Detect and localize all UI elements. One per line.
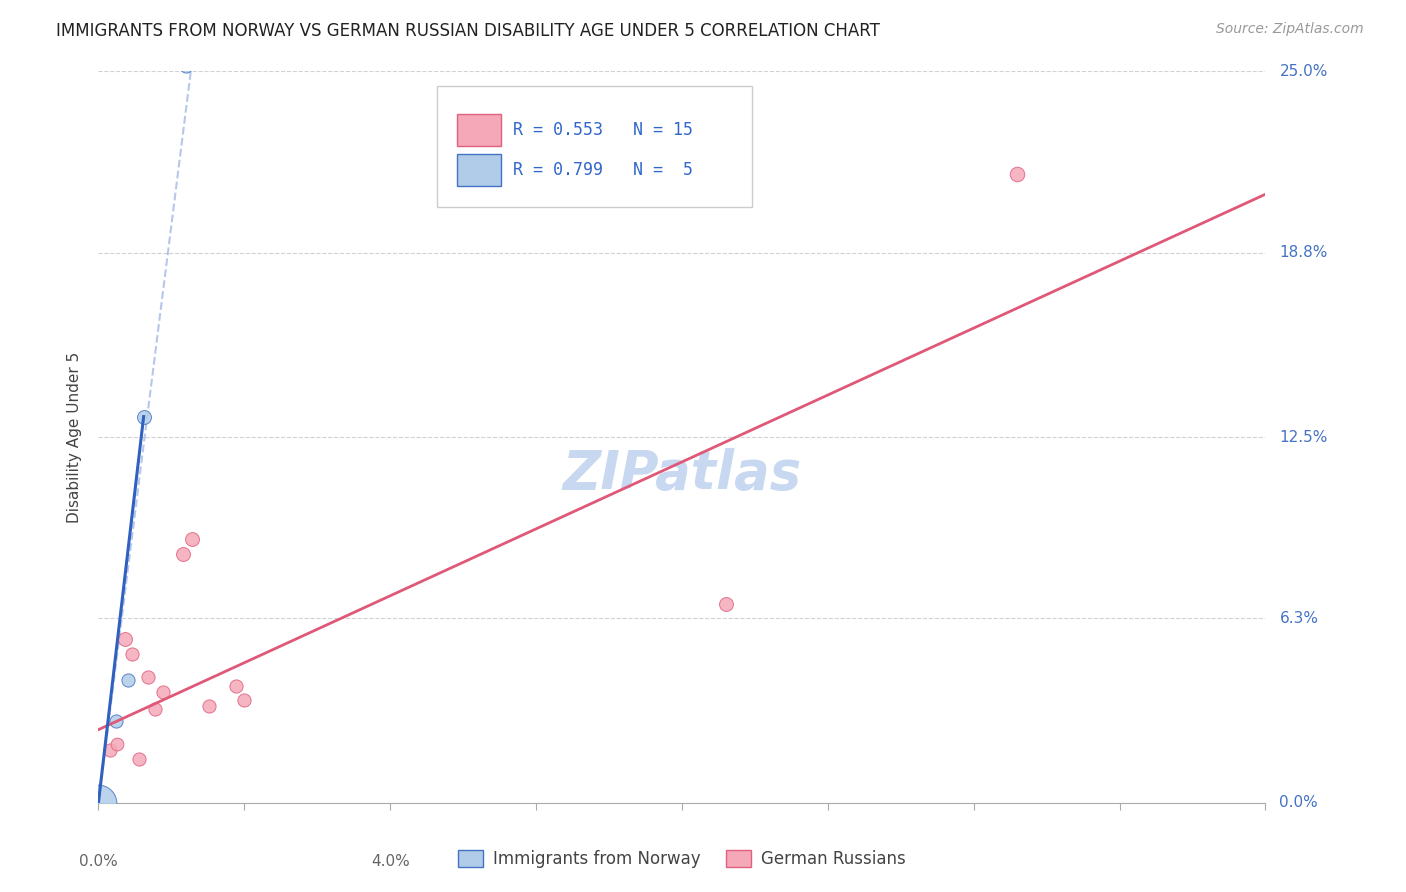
FancyBboxPatch shape <box>457 154 501 186</box>
Text: 12.5%: 12.5% <box>1279 430 1327 444</box>
Point <box>121 647 143 661</box>
Text: 0.0%: 0.0% <box>1279 796 1319 810</box>
FancyBboxPatch shape <box>437 86 752 207</box>
Text: 18.8%: 18.8% <box>1279 245 1327 260</box>
Point <box>198 699 221 714</box>
Y-axis label: Disability Age Under 5: Disability Age Under 5 <box>67 351 83 523</box>
Point <box>132 409 155 424</box>
Point <box>225 679 247 693</box>
Point <box>1007 167 1029 181</box>
Point <box>152 684 174 698</box>
Point <box>104 714 127 728</box>
Text: 25.0%: 25.0% <box>1279 64 1327 78</box>
Point <box>117 673 139 687</box>
Text: R = 0.553   N = 15: R = 0.553 N = 15 <box>513 121 693 139</box>
Point <box>128 752 150 766</box>
Text: Source: ZipAtlas.com: Source: ZipAtlas.com <box>1216 22 1364 37</box>
Point <box>87 796 110 810</box>
FancyBboxPatch shape <box>457 114 501 146</box>
Point <box>714 597 737 611</box>
Text: 0.0%: 0.0% <box>79 854 118 869</box>
Text: 4.0%: 4.0% <box>371 854 409 869</box>
Point <box>114 632 136 646</box>
Point <box>172 547 194 561</box>
Point <box>174 58 197 72</box>
Point <box>98 743 121 757</box>
Text: IMMIGRANTS FROM NORWAY VS GERMAN RUSSIAN DISABILITY AGE UNDER 5 CORRELATION CHAR: IMMIGRANTS FROM NORWAY VS GERMAN RUSSIAN… <box>56 22 880 40</box>
Point <box>233 693 256 707</box>
Text: ZIPatlas: ZIPatlas <box>562 448 801 500</box>
Point <box>105 737 128 751</box>
Legend: Immigrants from Norway, German Russians: Immigrants from Norway, German Russians <box>451 844 912 875</box>
Text: 6.3%: 6.3% <box>1279 611 1319 626</box>
Point <box>136 670 159 684</box>
Point <box>180 533 202 547</box>
Text: R = 0.799   N =  5: R = 0.799 N = 5 <box>513 161 693 179</box>
Point <box>143 702 166 716</box>
